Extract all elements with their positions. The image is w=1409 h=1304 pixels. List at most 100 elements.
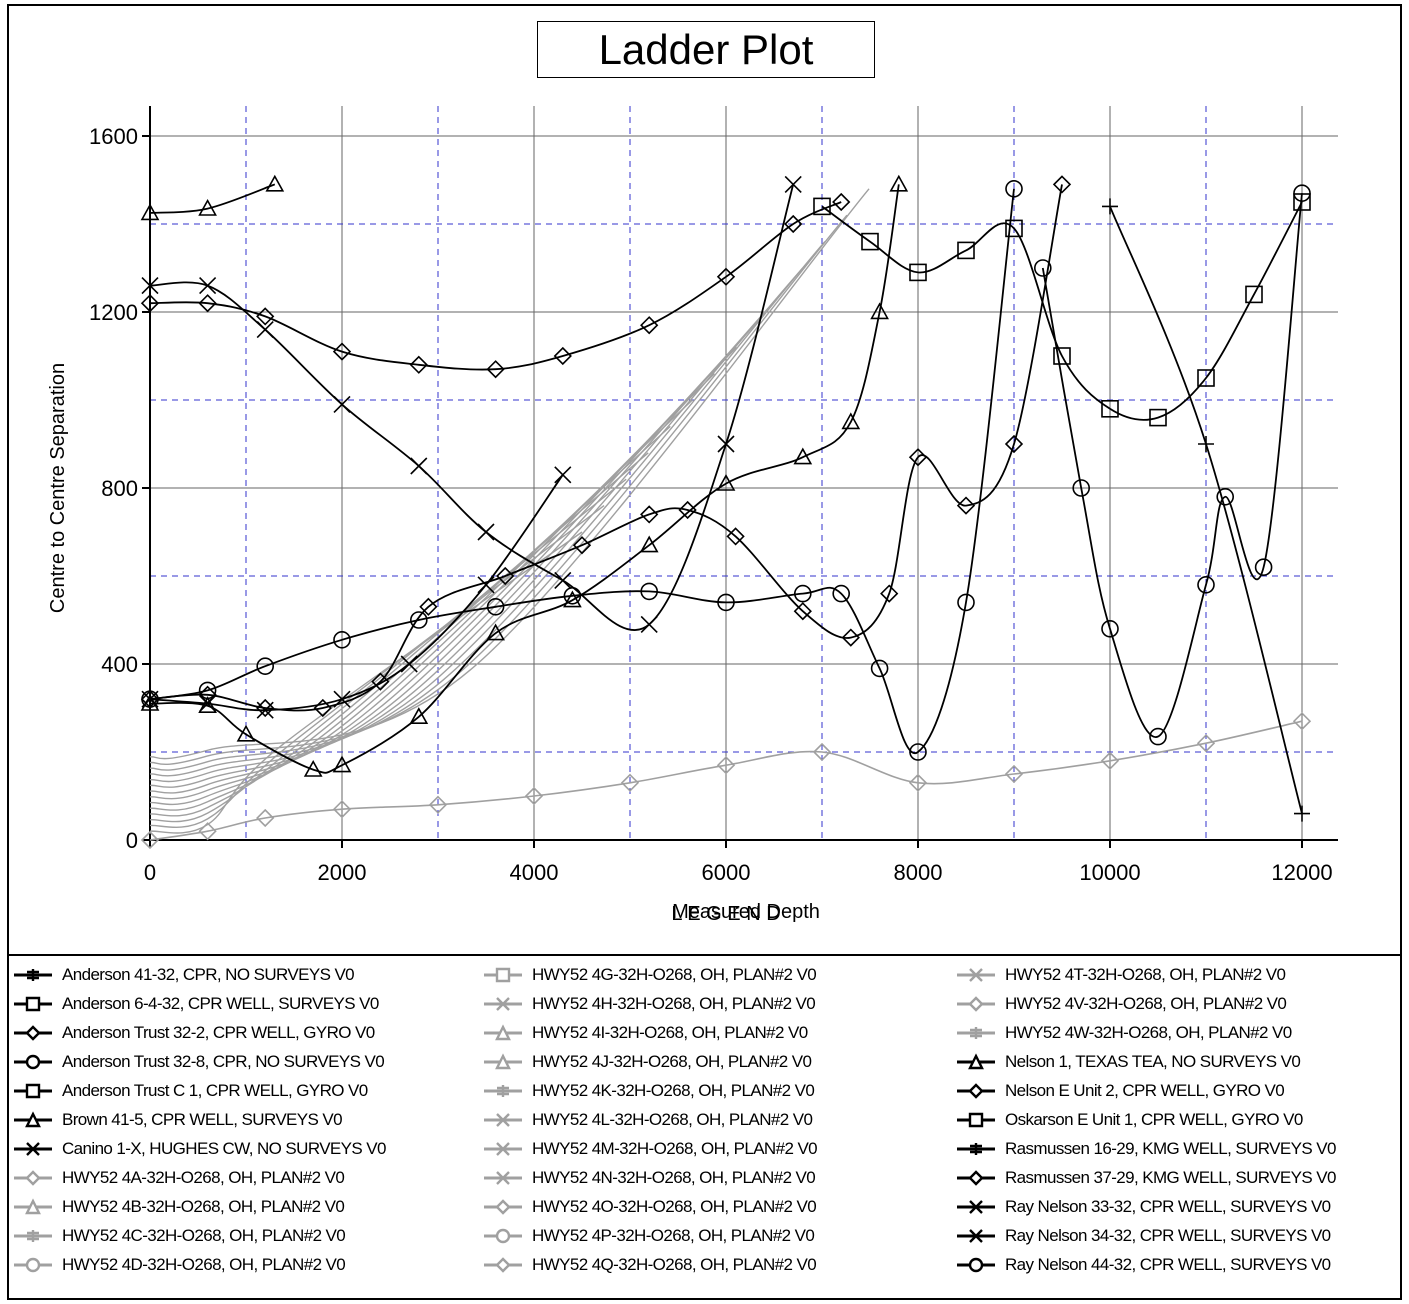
planned-well-fan xyxy=(149,188,870,834)
data-point xyxy=(198,696,217,714)
data-point xyxy=(793,447,813,465)
legend-swatch xyxy=(957,1027,995,1039)
data-point xyxy=(198,294,217,313)
series-line xyxy=(149,188,1015,755)
data-point xyxy=(141,277,159,295)
y-tick-label: 400 xyxy=(101,652,138,677)
data-point xyxy=(333,395,351,413)
data-point xyxy=(793,602,812,621)
data-point xyxy=(832,192,851,212)
series-line xyxy=(1041,193,1303,738)
series-anderson-6-4-32 xyxy=(813,193,1311,427)
legend-item: Ray Nelson 34-32, CPR WELL, SURVEYS V0 xyxy=(955,1223,1331,1249)
legend-swatch xyxy=(957,1229,995,1243)
legend-swatch xyxy=(14,1257,52,1273)
legend-swatch xyxy=(957,1200,995,1214)
legend-label: Anderson 6-4-32, CPR WELL, SURVEYS V0 xyxy=(62,994,379,1013)
data-point xyxy=(1053,347,1071,365)
series-nelson-e-unit-2 xyxy=(140,175,1072,718)
plot-frame xyxy=(7,4,1402,1300)
legend-item: Anderson 6-4-32, CPR WELL, SURVEYS V0 xyxy=(12,991,379,1017)
y-tick-label: 800 xyxy=(101,476,138,501)
legend-label: HWY52 4J-32H-O268, OH, PLAN#2 V0 xyxy=(532,1052,812,1071)
legend-title: L E G E N D xyxy=(671,903,780,925)
legend-label: Anderson Trust C 1, CPR WELL, GYRO V0 xyxy=(62,1081,368,1100)
legend-swatch xyxy=(484,1142,522,1156)
legend-swatch xyxy=(484,1053,522,1070)
data-point xyxy=(140,294,160,313)
data-point xyxy=(1052,175,1072,194)
data-point xyxy=(1101,399,1119,418)
data-point xyxy=(524,786,544,806)
legend-item: Rasmussen 16-29, KMG WELL, SURVEYS V0 xyxy=(955,1136,1336,1162)
data-point xyxy=(841,412,861,430)
data-point xyxy=(256,321,274,339)
legend-swatch xyxy=(957,1170,995,1186)
data-point xyxy=(726,527,745,546)
legend-item: Anderson Trust 32-8, CPR, NO SURVEYS V0 xyxy=(12,1049,385,1075)
legend-label: Nelson 1, TEXAS TEA, NO SURVEYS V0 xyxy=(1005,1052,1301,1071)
data-point xyxy=(236,724,256,742)
data-point xyxy=(409,707,429,725)
legend-item: Brown 41-5, CPR WELL, SURVEYS V0 xyxy=(12,1107,343,1133)
legend-swatch xyxy=(14,1230,52,1242)
legend-item: HWY52 4I-32H-O268, OH, PLAN#2 V0 xyxy=(482,1020,808,1046)
series-anderson-trust-32-8 xyxy=(141,180,1023,761)
x-tick-label: 6000 xyxy=(702,860,751,885)
data-point xyxy=(717,435,735,453)
data-point xyxy=(332,342,352,361)
legend-swatch xyxy=(957,1257,995,1273)
legend-item: HWY52 4N-32H-O268, OH, PLAN#2 V0 xyxy=(482,1165,816,1191)
legend-label: HWY52 4D-32H-O268, OH, PLAN#2 V0 xyxy=(62,1255,346,1274)
legend-item: HWY52 4A-32H-O268, OH, PLAN#2 V0 xyxy=(12,1165,345,1191)
legend-swatch xyxy=(484,1171,522,1185)
legend-swatch xyxy=(957,1143,995,1155)
data-point xyxy=(1293,184,1311,202)
legend-swatch xyxy=(484,1228,522,1244)
data-point xyxy=(1102,198,1118,215)
data-point xyxy=(1072,479,1090,497)
legend-label: Anderson Trust 32-2, CPR WELL, GYRO V0 xyxy=(62,1023,375,1042)
legend-label: HWY52 4Q-32H-O268, OH, PLAN#2 V0 xyxy=(532,1255,817,1274)
data-point xyxy=(1005,219,1023,238)
legend-swatch xyxy=(484,1113,522,1127)
legend-item: HWY52 4M-32H-O268, OH, PLAN#2 V0 xyxy=(482,1136,818,1162)
legend-item: HWY52 4C-32H-O268, OH, PLAN#2 V0 xyxy=(12,1223,346,1249)
data-point xyxy=(256,307,275,326)
data-point xyxy=(409,355,428,374)
legend-label: Rasmussen 37-29, KMG WELL, SURVEYS V0 xyxy=(1005,1168,1336,1187)
legend-swatch xyxy=(957,996,995,1012)
data-point xyxy=(419,597,438,616)
data-point xyxy=(1149,408,1167,427)
legend-item: Ray Nelson 33-32, CPR WELL, SURVEYS V0 xyxy=(955,1194,1331,1220)
x-tick-label: 2000 xyxy=(318,860,367,885)
legend-item: HWY52 4Q-32H-O268, OH, PLAN#2 V0 xyxy=(482,1252,817,1278)
data-point xyxy=(477,523,495,541)
data-point xyxy=(303,759,323,777)
data-point xyxy=(717,593,735,612)
legend-label: HWY52 4I-32H-O268, OH, PLAN#2 V0 xyxy=(532,1023,808,1042)
data-point xyxy=(1149,727,1167,746)
data-point xyxy=(563,590,582,608)
legend-item: Rasmussen 37-29, KMG WELL, SURVEYS V0 xyxy=(955,1165,1336,1191)
legend-label: HWY52 4C-32H-O268, OH, PLAN#2 V0 xyxy=(62,1226,346,1245)
data-point xyxy=(554,466,572,484)
legend-swatch xyxy=(484,1024,522,1041)
data-point xyxy=(140,830,160,850)
planned-well-line xyxy=(149,188,870,760)
data-point xyxy=(793,584,812,603)
ladder-plot-svg: 0 2000 4000 6000 8000 10000 12000 0 400 800 1200 16… xyxy=(47,106,1338,925)
legend-label: HWY52 4K-32H-O268, OH, PLAN#2 V0 xyxy=(532,1081,815,1100)
data-point xyxy=(333,630,351,649)
x-tick-label: 4000 xyxy=(510,860,559,885)
series-line xyxy=(149,201,842,371)
data-point xyxy=(256,808,275,828)
legend-label: HWY52 4T-32H-O268, OH, PLAN#2 V0 xyxy=(1005,965,1286,984)
legend-label: HWY52 4V-32H-O268, OH, PLAN#2 V0 xyxy=(1005,994,1287,1013)
planned-well-line xyxy=(149,267,804,777)
data-point xyxy=(486,597,505,616)
legend-item: Ray Nelson 44-32, CPR WELL, SURVEYS V0 xyxy=(955,1252,1331,1278)
legend-item: Canino 1-X, HUGHES CW, NO SURVEYS V0 xyxy=(12,1136,386,1162)
legend-swatch xyxy=(957,1112,995,1128)
data-point xyxy=(1034,259,1052,277)
